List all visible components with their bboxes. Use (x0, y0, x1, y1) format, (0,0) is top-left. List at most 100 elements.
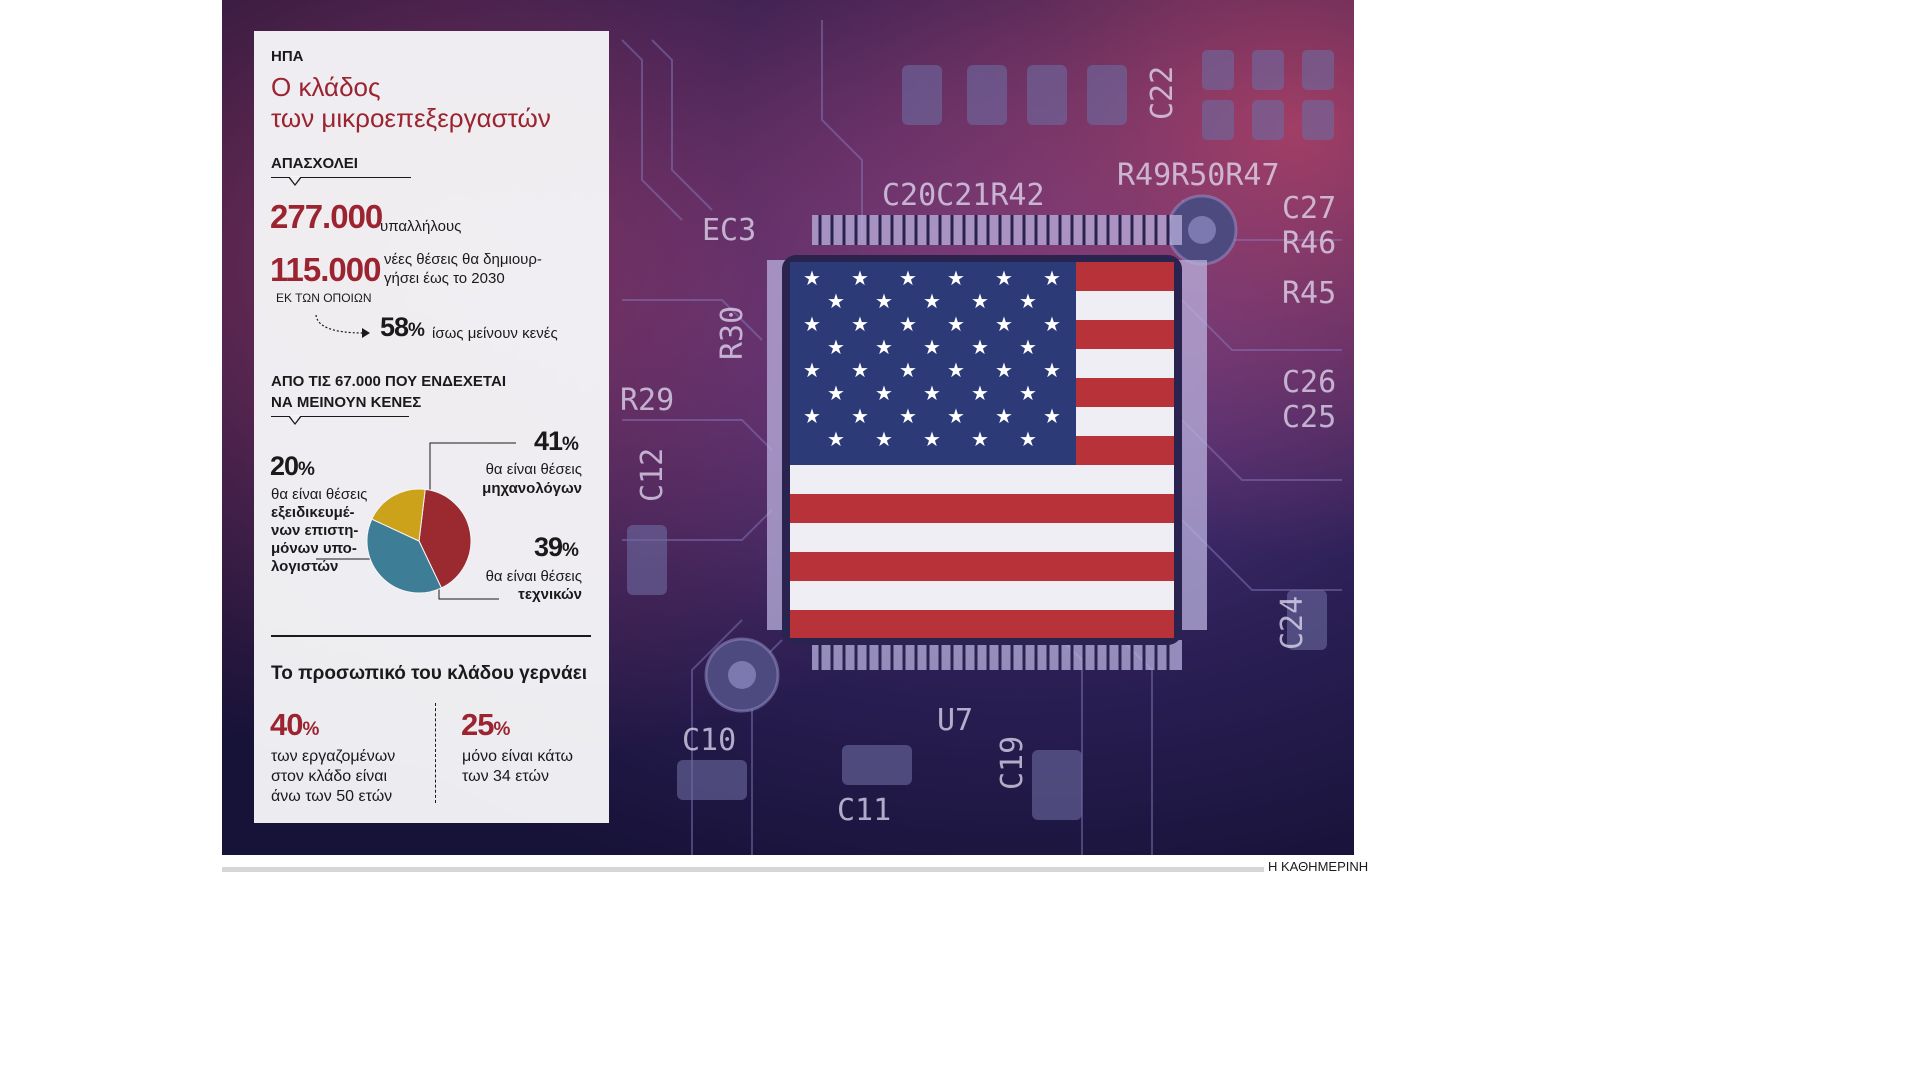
us-flag: ★ ★ ★ ★ ★ ★ ★ ★ ★ ★ ★ ★ ★ ★ ★ ★ ★ ★ ★ ★ ★ ★ ★ ★ ★ ★ ★ ★ ★ ★ ★ ★ ★ ★… (790, 262, 1174, 638)
employees-unit: υπαλλήλους (380, 218, 462, 235)
svg-text:★: ★ (875, 289, 893, 313)
employees-value: 277.000 (270, 198, 383, 235)
board-label: C24 (1275, 596, 1310, 650)
board-label: C10 (682, 723, 736, 758)
svg-text:★: ★ (851, 404, 869, 428)
engineers-text-2: μηχανολόγων (482, 480, 582, 497)
board-label: R45 (1282, 276, 1336, 311)
computer-scientists-text-2: εξειδικευμέ- (271, 504, 355, 521)
technicians-text-1: θα είναι θέσεις (485, 568, 582, 585)
divider (271, 635, 591, 637)
new-jobs-value: 115.000 (270, 251, 381, 288)
employment-section-label: ΑΠΑΣΧΟΛΕΙ (271, 155, 358, 172)
svg-text:★: ★ (947, 312, 965, 336)
board-label: C22 (1145, 66, 1180, 120)
computer-scientists-text-1: θα είναι θέσεις (271, 486, 368, 503)
info-panel: ΗΠΑ Ο κλάδος των μικροεπεξεργαστών ΑΠΑΣΧ… (254, 31, 609, 823)
under-34-text-1: μόνο είναι κάτω (462, 748, 574, 765)
technicians-text-2: τεχνικών (518, 586, 582, 603)
new-jobs-text-2: γήσει έως το 2030 (384, 270, 505, 287)
footer-rule (222, 867, 1264, 872)
svg-text:★: ★ (899, 312, 917, 336)
svg-text:★: ★ (947, 266, 965, 290)
board-label: C25 (1282, 400, 1336, 435)
svg-text:★: ★ (851, 266, 869, 290)
unfilled-text: ίσως μείνουν κενές (432, 325, 558, 342)
svg-text:★: ★ (971, 427, 989, 451)
svg-text:★: ★ (1019, 335, 1037, 359)
arrow-icon (315, 314, 370, 338)
svg-text:★: ★ (803, 266, 821, 290)
svg-text:★: ★ (827, 381, 845, 405)
svg-text:★: ★ (971, 381, 989, 405)
board-label: C27 (1282, 191, 1336, 226)
svg-text:★: ★ (899, 266, 917, 290)
svg-text:★: ★ (923, 381, 941, 405)
board-label: R46 (1282, 226, 1336, 261)
svg-text:★: ★ (995, 358, 1013, 382)
unfilled-value: 58% (380, 312, 425, 342)
headline-line-1: Ο κλάδος (271, 72, 381, 102)
board-label: C19 (995, 736, 1030, 790)
pie-slice-2 (366, 518, 443, 594)
of-which-label: ΕΚ ΤΩΝ ΟΠΟΙΩΝ (276, 291, 372, 305)
board-label: C26 (1282, 365, 1336, 400)
svg-text:★: ★ (875, 335, 893, 359)
section-rule (271, 177, 411, 178)
svg-text:★: ★ (995, 266, 1013, 290)
ageing-divider (435, 703, 436, 803)
under-34-text-2: των 34 ετών (462, 768, 549, 785)
board-label: C11 (837, 793, 891, 828)
engineers-text-1: θα είναι θέσεις (485, 461, 582, 478)
computer-scientists-text-4: μόνων υπο- (271, 540, 357, 557)
over-50-text-3: άνω των 50 ετών (271, 788, 393, 805)
ageing-heading: Το προσωπικό του κλάδου γερνάει (271, 663, 588, 684)
over-50-text-2: στον κλάδο είναι (271, 768, 388, 785)
board-label: U7 (937, 703, 973, 738)
new-jobs-text-1: νέες θέσεις θα δημιουρ- (384, 251, 542, 268)
technicians-value: 39% (534, 532, 579, 562)
section-rule (271, 416, 409, 417)
breakdown-section-line-1: ΑΠΟ ΤΙΣ 67.000 ΠΟΥ ΕΝΔΕΧΕΤΑΙ (271, 373, 506, 390)
svg-text:★: ★ (803, 358, 821, 382)
svg-text:★: ★ (923, 289, 941, 313)
svg-text:★: ★ (1019, 427, 1037, 451)
svg-text:★: ★ (923, 427, 941, 451)
svg-text:★: ★ (1043, 312, 1061, 336)
kicker: ΗΠΑ (271, 48, 304, 65)
svg-text:★: ★ (1019, 289, 1037, 313)
svg-text:★: ★ (851, 312, 869, 336)
svg-text:★: ★ (971, 289, 989, 313)
computer-scientists-text-5: λογιστών (271, 558, 339, 575)
svg-text:★: ★ (827, 335, 845, 359)
pie-slice-3 (371, 488, 426, 542)
engineers-value: 41% (534, 426, 579, 456)
computer-scientists-value: 20% (270, 451, 315, 481)
over-50-value: 40% (270, 707, 319, 742)
svg-text:★: ★ (995, 312, 1013, 336)
svg-text:★: ★ (971, 335, 989, 359)
circuit-board-photo: ★ ★ ★ ★ ★ ★ ★ ★ ★ ★ ★ ★ ★ ★ ★ ★ ★ ★ ★ ★ ★ ★ ★ ★ ★ ★ ★ ★ ★ ★ ★ ★ ★ ★… (222, 0, 1354, 855)
svg-text:★: ★ (1043, 404, 1061, 428)
svg-text:★: ★ (827, 289, 845, 313)
svg-text:★: ★ (923, 335, 941, 359)
svg-text:★: ★ (995, 404, 1013, 428)
board-label: R49R50R47 (1117, 158, 1280, 193)
svg-text:★: ★ (803, 312, 821, 336)
svg-text:★: ★ (947, 404, 965, 428)
board-label: C20C21R42 (882, 178, 1045, 213)
svg-text:★: ★ (1043, 358, 1061, 382)
svg-text:★: ★ (1043, 266, 1061, 290)
over-50-text-1: των εργαζομένων (271, 748, 396, 765)
headline-line-2: των μικροεπεξεργαστών (271, 103, 551, 133)
board-label: C12 (635, 448, 670, 502)
svg-text:★: ★ (803, 404, 821, 428)
computer-scientists-text-3: νων επιστη- (271, 522, 359, 539)
svg-text:★: ★ (899, 358, 917, 382)
svg-text:★: ★ (875, 427, 893, 451)
pie-slice-1 (418, 488, 472, 589)
breakdown-section-line-2: ΝΑ ΜΕΙΝΟΥΝ ΚΕΝΕΣ (271, 394, 422, 411)
publisher-credit: Η ΚΑΘΗΜΕΡΙΝΗ (1268, 859, 1369, 874)
board-label: R30 (715, 306, 750, 360)
svg-text:★: ★ (875, 381, 893, 405)
